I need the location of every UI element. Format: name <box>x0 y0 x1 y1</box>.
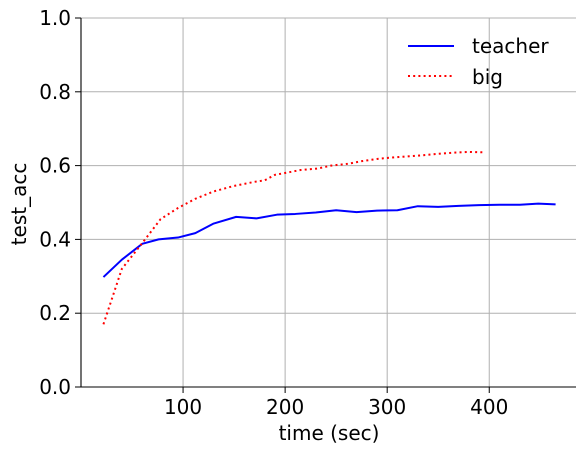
legend-label-teacher: teacher <box>472 34 549 58</box>
grid <box>81 17 576 387</box>
ticks: 100 200 300 400 0.0 0.2 0.4 0.6 0.8 1.0 <box>39 6 508 419</box>
y-tick-label: 1.0 <box>39 6 71 30</box>
y-tick-label: 0.0 <box>39 375 71 399</box>
x-tick-label: 100 <box>164 395 202 419</box>
y-tick-label: 0.6 <box>39 154 71 178</box>
x-tick-label: 300 <box>368 395 406 419</box>
y-axis-label: test_acc <box>7 163 31 246</box>
y-tick-label: 0.8 <box>39 80 71 104</box>
y-tick-label: 0.4 <box>39 227 71 251</box>
series-layer <box>102 150 556 325</box>
legend-label-big: big <box>472 65 503 89</box>
x-tick-label: 200 <box>266 395 304 419</box>
series-line-big <box>102 150 485 325</box>
legend: teacher big <box>408 34 549 89</box>
series-line-teacher <box>102 202 556 278</box>
y-tick-label: 0.2 <box>39 301 71 325</box>
x-axis-label: time (sec) <box>279 421 380 445</box>
x-tick-label: 400 <box>470 395 508 419</box>
axes <box>80 18 576 388</box>
